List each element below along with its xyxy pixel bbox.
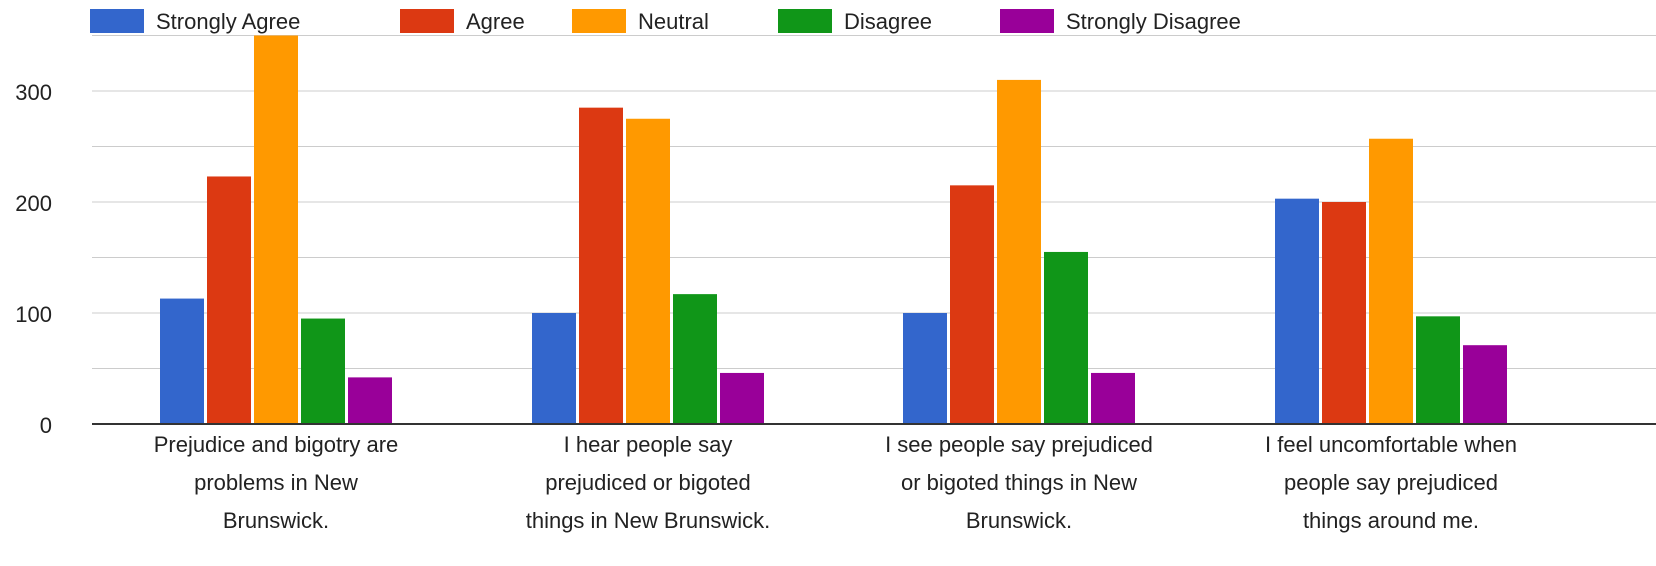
bar[interactable]: [1322, 202, 1366, 424]
x-tick-label: I hear people say: [564, 432, 733, 457]
x-tick-label: I feel uncomfortable when: [1265, 432, 1517, 457]
legend-swatch: [1000, 9, 1054, 33]
bar[interactable]: [1463, 345, 1507, 424]
bar[interactable]: [160, 298, 204, 424]
bar[interactable]: [903, 313, 947, 424]
bar[interactable]: [579, 107, 623, 425]
x-tick-label: Brunswick.: [966, 508, 1072, 533]
legend-label: Agree: [466, 9, 525, 34]
y-tick-label: 0: [40, 413, 52, 438]
x-tick-label: Prejudice and bigotry are: [154, 432, 399, 457]
bar[interactable]: [254, 35, 298, 425]
bar[interactable]: [532, 313, 576, 424]
bar[interactable]: [301, 318, 345, 424]
bar[interactable]: [1369, 138, 1413, 425]
legend-label: Strongly Disagree: [1066, 9, 1241, 34]
y-tick-label: 200: [15, 191, 52, 216]
bar[interactable]: [207, 176, 251, 424]
x-tick-label: problems in New: [194, 470, 358, 495]
x-tick-label: people say prejudiced: [1284, 470, 1498, 495]
x-tick-label: prejudiced or bigoted: [545, 470, 750, 495]
legend-swatch: [572, 9, 626, 33]
legend-label: Neutral: [638, 9, 709, 34]
x-tick-label: Brunswick.: [223, 508, 329, 533]
legend-label: Strongly Agree: [156, 9, 300, 34]
y-tick-label: 300: [15, 80, 52, 105]
x-tick-label: I see people say prejudiced: [885, 432, 1153, 457]
bar[interactable]: [720, 372, 764, 424]
bar[interactable]: [1044, 251, 1088, 424]
bar[interactable]: [626, 118, 670, 424]
x-tick-label: things in New Brunswick.: [526, 508, 771, 533]
bar[interactable]: [1275, 198, 1319, 424]
legend-swatch: [90, 9, 144, 33]
bar[interactable]: [1091, 372, 1135, 424]
bar[interactable]: [1416, 316, 1460, 424]
x-tick-label: or bigoted things in New: [901, 470, 1137, 495]
bar[interactable]: [673, 294, 717, 424]
legend-label: Disagree: [844, 9, 932, 34]
legend-swatch: [778, 9, 832, 33]
y-tick-label: 100: [15, 302, 52, 327]
bar[interactable]: [348, 377, 392, 424]
legend-swatch: [400, 9, 454, 33]
x-tick-label: things around me.: [1303, 508, 1479, 533]
bar[interactable]: [950, 185, 994, 424]
bar[interactable]: [997, 79, 1041, 425]
